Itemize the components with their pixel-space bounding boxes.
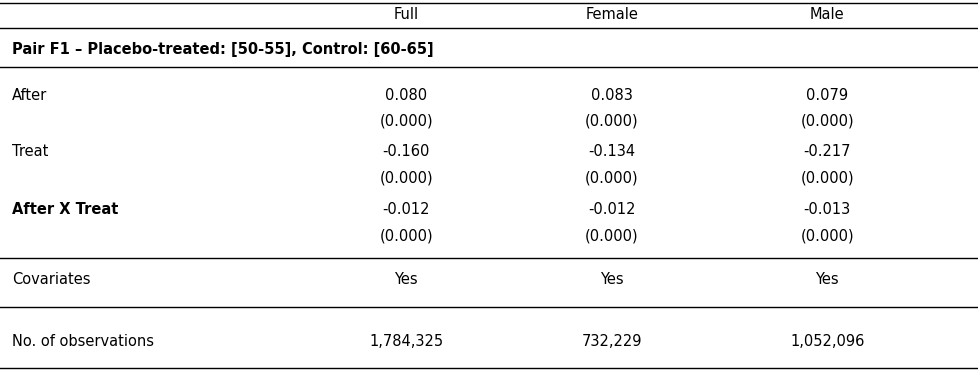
Text: Female: Female	[585, 7, 638, 22]
Text: (0.000): (0.000)	[379, 229, 432, 244]
Text: (0.000): (0.000)	[585, 170, 638, 185]
Text: (0.000): (0.000)	[800, 113, 853, 128]
Text: No. of observations: No. of observations	[12, 334, 154, 349]
Text: (0.000): (0.000)	[800, 229, 853, 244]
Text: Treat: Treat	[12, 144, 48, 159]
Text: -0.012: -0.012	[588, 203, 635, 217]
Text: 1,052,096: 1,052,096	[789, 334, 864, 349]
Text: 0.079: 0.079	[805, 88, 848, 103]
Text: -0.134: -0.134	[588, 144, 635, 159]
Text: (0.000): (0.000)	[800, 170, 853, 185]
Text: (0.000): (0.000)	[379, 113, 432, 128]
Text: 0.083: 0.083	[591, 88, 632, 103]
Text: -0.013: -0.013	[803, 203, 850, 217]
Text: (0.000): (0.000)	[585, 229, 638, 244]
Text: Covariates: Covariates	[12, 272, 90, 287]
Text: 732,229: 732,229	[581, 334, 642, 349]
Text: Full: Full	[393, 7, 419, 22]
Text: 1,784,325: 1,784,325	[369, 334, 443, 349]
Text: (0.000): (0.000)	[379, 170, 432, 185]
Text: (0.000): (0.000)	[585, 113, 638, 128]
Text: Yes: Yes	[394, 272, 418, 287]
Text: -0.012: -0.012	[382, 203, 429, 217]
Text: Male: Male	[809, 7, 844, 22]
Text: After: After	[12, 88, 47, 103]
Text: Yes: Yes	[600, 272, 623, 287]
Text: -0.160: -0.160	[382, 144, 429, 159]
Text: Yes: Yes	[815, 272, 838, 287]
Text: -0.217: -0.217	[803, 144, 850, 159]
Text: After X Treat: After X Treat	[12, 203, 118, 217]
Text: 0.080: 0.080	[384, 88, 427, 103]
Text: Pair F1 – Placebo-treated: [50-55], Control: [60-65]: Pair F1 – Placebo-treated: [50-55], Cont…	[12, 43, 433, 57]
